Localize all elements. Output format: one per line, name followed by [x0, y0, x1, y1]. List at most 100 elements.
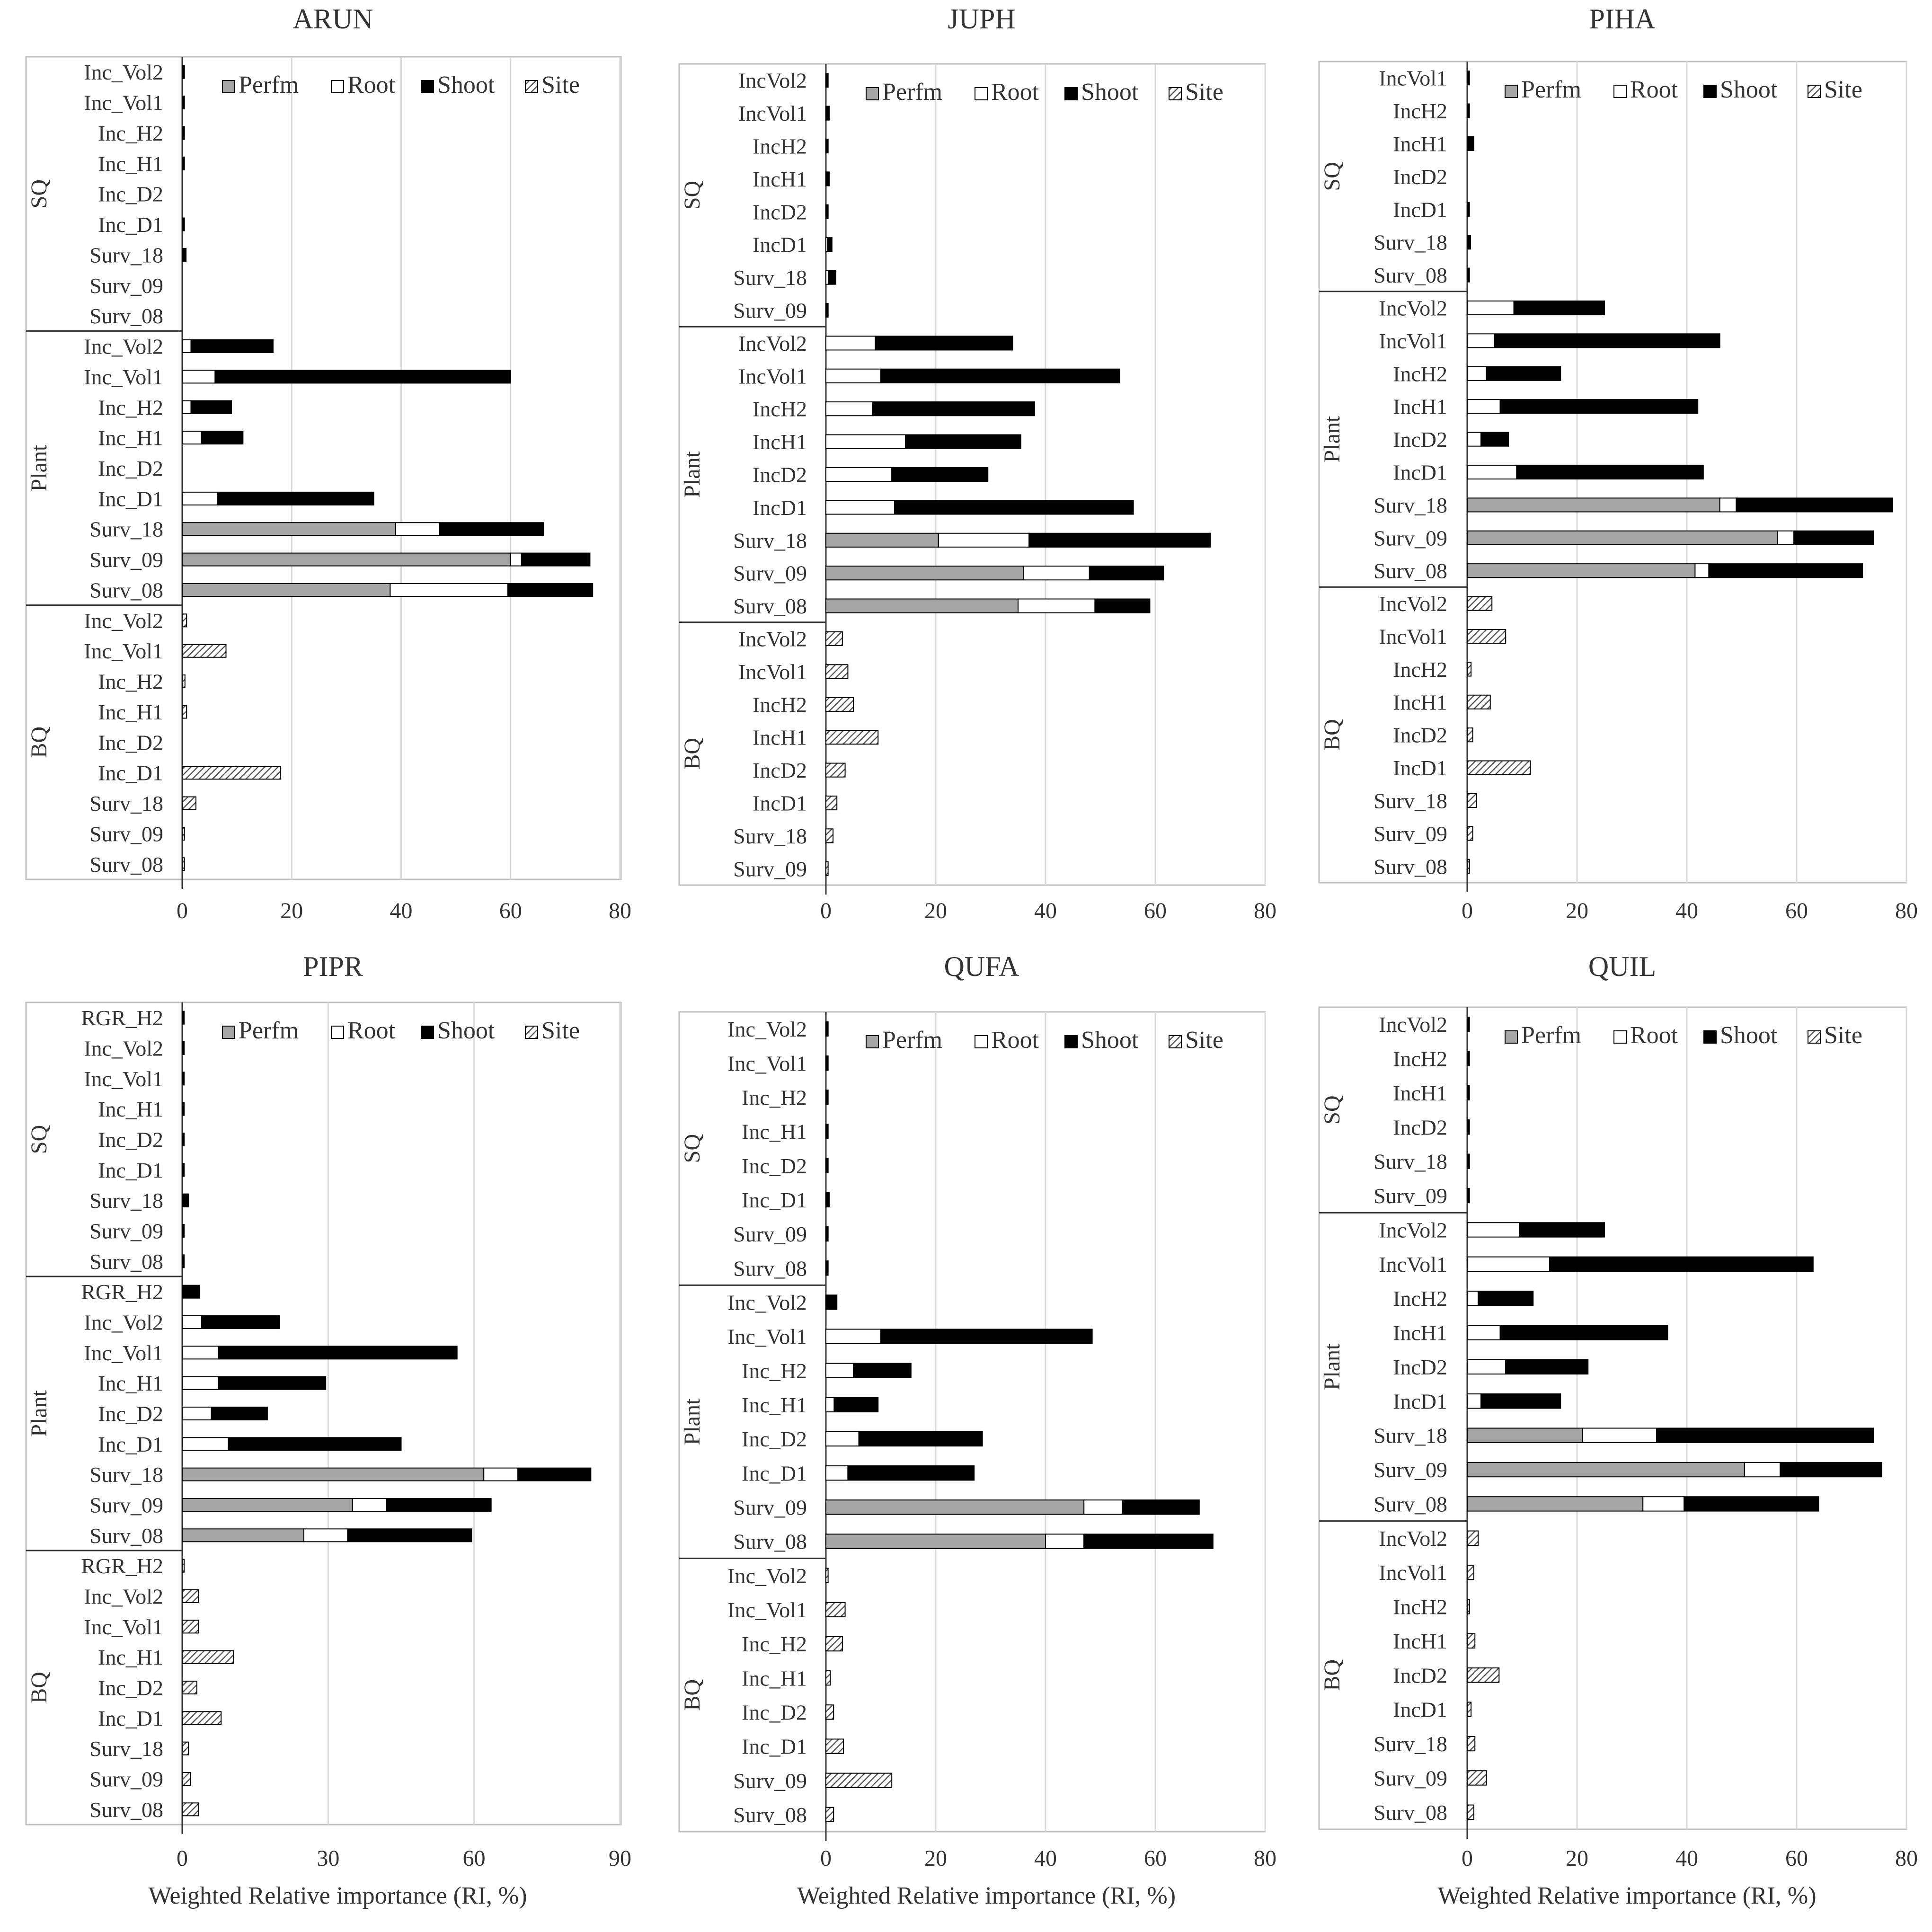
category-label: RGR_H2 — [81, 1554, 163, 1578]
category-label: Surv_08 — [89, 578, 163, 602]
bar-segment-shoot — [847, 1465, 975, 1481]
bar-segment-root — [1582, 1427, 1657, 1443]
bar-segment-site — [825, 1636, 843, 1652]
category-label: IncVol1 — [1379, 66, 1447, 90]
bar-segment-shoot — [825, 1226, 829, 1242]
chart-qufa: QUFA 0 20 40 60 80 Weighted Relative importanc… — [678, 951, 1276, 1909]
category-label: Surv_18 — [733, 266, 807, 290]
category-label: Inc_Vol2 — [727, 1017, 807, 1041]
category-label: Surv_18 — [733, 528, 807, 552]
bar-segment-shoot — [190, 400, 232, 414]
bar-segment-shoot — [1083, 1533, 1214, 1549]
group-label: BQ — [1320, 719, 1345, 751]
x-tick-label: 40 — [1675, 1846, 1698, 1871]
bar-segment-site — [182, 613, 187, 628]
bar-segment-root — [825, 1431, 860, 1447]
category-label: Surv_18 — [89, 1188, 163, 1213]
x-tick-label: 60 — [499, 898, 522, 923]
category-label: Inc_Vol2 — [84, 335, 163, 359]
bar-segment-site — [182, 705, 187, 719]
bar-segment-shoot — [1094, 598, 1151, 613]
bar-segment-shoot — [858, 1431, 983, 1447]
bar-segment-shoot — [894, 500, 1134, 515]
group-label: BQ — [1320, 1659, 1345, 1691]
bar-segment-site — [182, 1650, 234, 1664]
x-tick-label: 80 — [1895, 898, 1918, 923]
bar-segment-shoot — [386, 1498, 492, 1512]
bar-segment-root — [825, 467, 893, 482]
category-label: IncVol1 — [1379, 1252, 1447, 1276]
bar-segment-shoot — [517, 1467, 592, 1481]
bar-segment-root — [825, 500, 895, 515]
category-label: IncVol2 — [1379, 592, 1447, 616]
chart-title: PIPR — [303, 951, 363, 982]
category-label: Inc_D2 — [98, 1128, 163, 1152]
bar-segment-site — [182, 1802, 199, 1817]
category-label: Surv_08 — [1374, 1800, 1447, 1825]
category-label: IncVol2 — [1379, 1526, 1447, 1551]
x-tick-label: 90 — [609, 1846, 631, 1871]
category-label: Surv_09 — [1374, 1184, 1447, 1208]
bar-segment-shoot — [1467, 1016, 1470, 1032]
group-label: SQ — [27, 179, 52, 208]
bar-segment-shoot — [1467, 235, 1471, 250]
bar-segment-shoot — [1480, 1393, 1561, 1409]
category-label: IncH2 — [1393, 657, 1447, 682]
category-label: Surv_08 — [733, 594, 807, 618]
legend-swatch-site — [1808, 85, 1821, 98]
category-label: Surv_18 — [89, 791, 163, 815]
bar-segment-root — [390, 583, 508, 597]
bar-segment-shoot — [1467, 1119, 1470, 1135]
legend-swatch-site — [1169, 1035, 1182, 1048]
bar-segment-shoot — [875, 336, 1013, 351]
category-label: IncD1 — [753, 791, 807, 815]
group-label: Plant — [680, 1398, 705, 1445]
x-tick-label: 40 — [390, 898, 413, 923]
category-label: Inc_H2 — [98, 121, 163, 145]
category-label: Inc_H2 — [98, 395, 163, 419]
chart-arun: ARUN 0 20 40 60 80 SQ Inc_Vol2 Inc_Vol1 Inc_H2 Inc… — [25, 3, 631, 923]
bar-segment-shoot — [1122, 1499, 1200, 1515]
category-label: Inc_Vol1 — [727, 1325, 807, 1349]
category-label: Inc_H1 — [98, 1371, 163, 1395]
bar-segment-site — [1467, 596, 1493, 611]
category-label: IncVol2 — [738, 331, 807, 355]
chart-title: JUPH — [948, 3, 1015, 35]
bar-segment-shoot — [218, 1346, 458, 1360]
bar-segment-shoot — [825, 73, 829, 88]
legend-swatch-root — [1613, 1030, 1627, 1044]
bar-segment-shoot — [507, 583, 594, 597]
category-label: Surv_09 — [1374, 822, 1447, 846]
legend-swatch-perfm — [222, 80, 235, 93]
legend-label-shoot: Shoot — [437, 71, 495, 98]
category-label: Inc_H1 — [742, 1120, 807, 1144]
category-label: Inc_H1 — [98, 426, 163, 450]
category-label: IncH2 — [753, 134, 807, 159]
legend-label-site: Site — [1824, 1022, 1862, 1049]
legend-label-shoot: Shoot — [1081, 79, 1139, 106]
category-label: Inc_Vol1 — [84, 91, 163, 115]
bar-segment-shoot — [825, 1158, 829, 1173]
legend-label-shoot: Shoot — [437, 1017, 495, 1044]
bar-segment-site — [182, 674, 186, 689]
bar-segment-root — [825, 1363, 854, 1378]
bar-segment-site — [1467, 662, 1472, 677]
bar-segment-root — [825, 1465, 849, 1481]
bar-segment-shoot — [182, 1163, 185, 1177]
category-label: Inc_H2 — [742, 1632, 807, 1656]
bar-segment-shoot — [182, 248, 187, 262]
category-label: RGR_H2 — [81, 1006, 163, 1030]
category-label: Surv_08 — [1374, 1492, 1447, 1516]
bar-segment-site — [182, 1620, 199, 1634]
bar-segment-shoot — [880, 368, 1120, 383]
bar-segment-perfm — [1467, 530, 1778, 545]
bar-segment-root — [182, 370, 216, 384]
bar-segment-shoot — [853, 1363, 912, 1378]
category-label: IncH1 — [753, 430, 807, 454]
bar-segment-shoot — [1736, 497, 1893, 513]
group-label: Plant — [1320, 1343, 1345, 1390]
x-tick-label: 60 — [1785, 898, 1808, 923]
group-label: BQ — [27, 1672, 52, 1703]
bar-segment-site — [182, 644, 227, 658]
legend-label-root: Root — [1630, 76, 1678, 103]
